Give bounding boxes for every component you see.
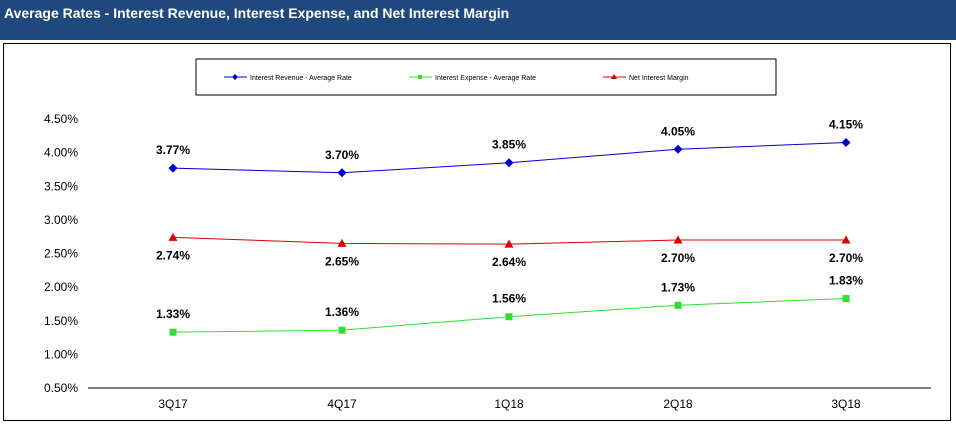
square-marker [505,313,513,321]
data-label: 2.70% [829,251,863,265]
square-marker [674,301,682,309]
data-label: 2.70% [661,251,695,265]
y-tick-label: 2.50% [44,247,78,261]
diamond-marker [673,144,683,154]
triangle-marker [611,74,617,79]
data-label: 2.64% [492,255,526,269]
legend-label: Net Interest Margin [629,75,689,82]
y-tick-label: 0.50% [44,381,78,395]
data-label: 4.05% [661,124,695,138]
data-label: 1.73% [661,280,695,294]
data-label: 1.56% [492,292,526,306]
square-marker [338,326,346,334]
y-tick-label: 1.50% [44,314,78,328]
diamond-marker [504,158,514,168]
data-label: 1.83% [829,274,863,288]
legend-item: Interest Expense - Average Rate [409,75,536,82]
header-bar: Average Rates - Interest Revenue, Intere… [0,0,956,40]
data-label: 3.77% [156,143,190,157]
legend-label: Interest Expense - Average Rate [435,75,536,82]
square-marker [418,75,422,79]
triangle-marker [841,235,851,244]
legend-label: Interest Revenue - Average Rate [250,75,352,82]
x-tick-label: 1Q18 [494,397,524,411]
y-tick-label: 4.00% [44,146,78,160]
y-tick-label: 2.00% [44,280,78,294]
legend-item: Net Interest Margin [603,74,689,82]
data-label: 2.74% [156,248,190,262]
diamond-marker [232,74,238,80]
data-label: 1.33% [156,307,190,321]
data-label: 3.85% [492,138,526,152]
square-marker [169,328,177,336]
series-interest-expense-average-rate: 1.33% 1.36% 1.56% 1.73% 1.83% [156,274,863,336]
triangle-marker [504,239,514,248]
y-tick-label: 1.00% [44,347,78,361]
diamond-marker [841,138,851,148]
data-label: 3.70% [325,148,359,162]
data-label: 4.15% [829,118,863,132]
chart-frame [3,43,951,421]
square-marker [842,295,850,303]
legend-box [195,58,777,96]
series-interest-revenue-average-rate: 3.77% 3.70% 3.85% 4.05% 4.15% [156,118,863,178]
triangle-marker [673,235,683,244]
x-tick-label: 3Q18 [831,397,861,411]
series-net-interest-margin: 2.74% 2.65% 2.64% 2.70% 2.70% [156,232,863,269]
y-tick-label: 3.00% [44,213,78,227]
x-tick-label: 4Q17 [327,397,357,411]
page-title: Average Rates - Interest Revenue, Intere… [4,5,510,21]
triangle-marker [337,238,347,247]
data-label: 1.36% [325,305,359,319]
diamond-marker [337,168,347,178]
x-tick-label: 3Q17 [158,397,188,411]
y-tick-label: 3.50% [44,179,78,193]
triangle-marker [168,232,178,241]
y-tick-label: 4.50% [44,112,78,126]
diamond-marker [168,163,178,173]
x-tick-label: 2Q18 [663,397,693,411]
data-label: 2.65% [325,254,359,268]
legend-item: Interest Revenue - Average Rate [224,74,352,82]
